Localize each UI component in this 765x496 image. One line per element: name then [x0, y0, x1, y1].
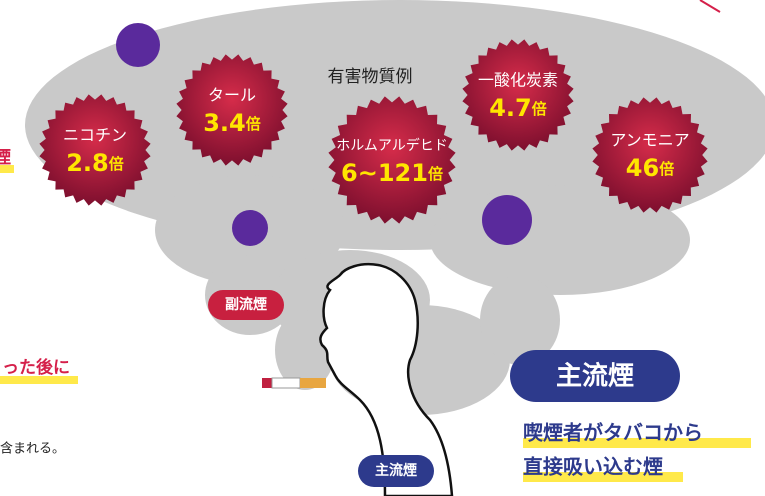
substance: ニコチン 2.8倍: [39, 94, 150, 205]
main-title: 主流煙: [556, 362, 634, 392]
cigarette: [262, 378, 326, 388]
substance-name: 一酸化炭素: [478, 71, 558, 90]
ratio-value: 2.8: [66, 149, 109, 177]
infographic: ニコチン2.8倍タール3.4倍ホルムアルデヒド6~121倍一酸化炭素4.7倍アン…: [0, 0, 765, 496]
fragment: った後に: [2, 357, 70, 378]
substance: ホルムアルデヒド 6~121倍: [328, 96, 455, 223]
ratio-value: 4.7: [489, 94, 532, 122]
description-line: 喫煙者がタバコから: [523, 421, 703, 445]
badge-label: 主流煙: [375, 462, 417, 479]
ratio-value: 6~121: [341, 159, 428, 187]
substance-ratio: 6~121倍: [341, 159, 443, 187]
description-line: 直接吸い込む煙: [523, 455, 663, 479]
ratio-value: 3.4: [203, 109, 246, 137]
ratio-unit: 倍: [428, 165, 443, 183]
ratio-unit: 倍: [659, 160, 674, 178]
fragment: 含まれる。: [0, 441, 65, 457]
substance: タール 3.4倍: [176, 54, 287, 165]
substance: アンモニア 46倍: [592, 97, 707, 212]
ratio-unit: 倍: [532, 100, 547, 118]
fragment: 煙: [0, 148, 11, 168]
ratio-unit: 倍: [246, 115, 261, 133]
ratio-value: 46: [626, 154, 659, 182]
badge-label: 副流煙: [225, 296, 267, 313]
substance-name: ホルムアルデヒド: [336, 137, 448, 154]
substance-name: ニコチン: [63, 126, 127, 145]
substance: 一酸化炭素 4.7倍: [462, 39, 573, 150]
substance-name: タール: [208, 86, 256, 105]
substance-name: アンモニア: [610, 131, 689, 150]
pointer-line: [700, 0, 720, 12]
ratio-unit: 倍: [109, 155, 124, 173]
section-title: 有害物質例: [328, 67, 413, 87]
